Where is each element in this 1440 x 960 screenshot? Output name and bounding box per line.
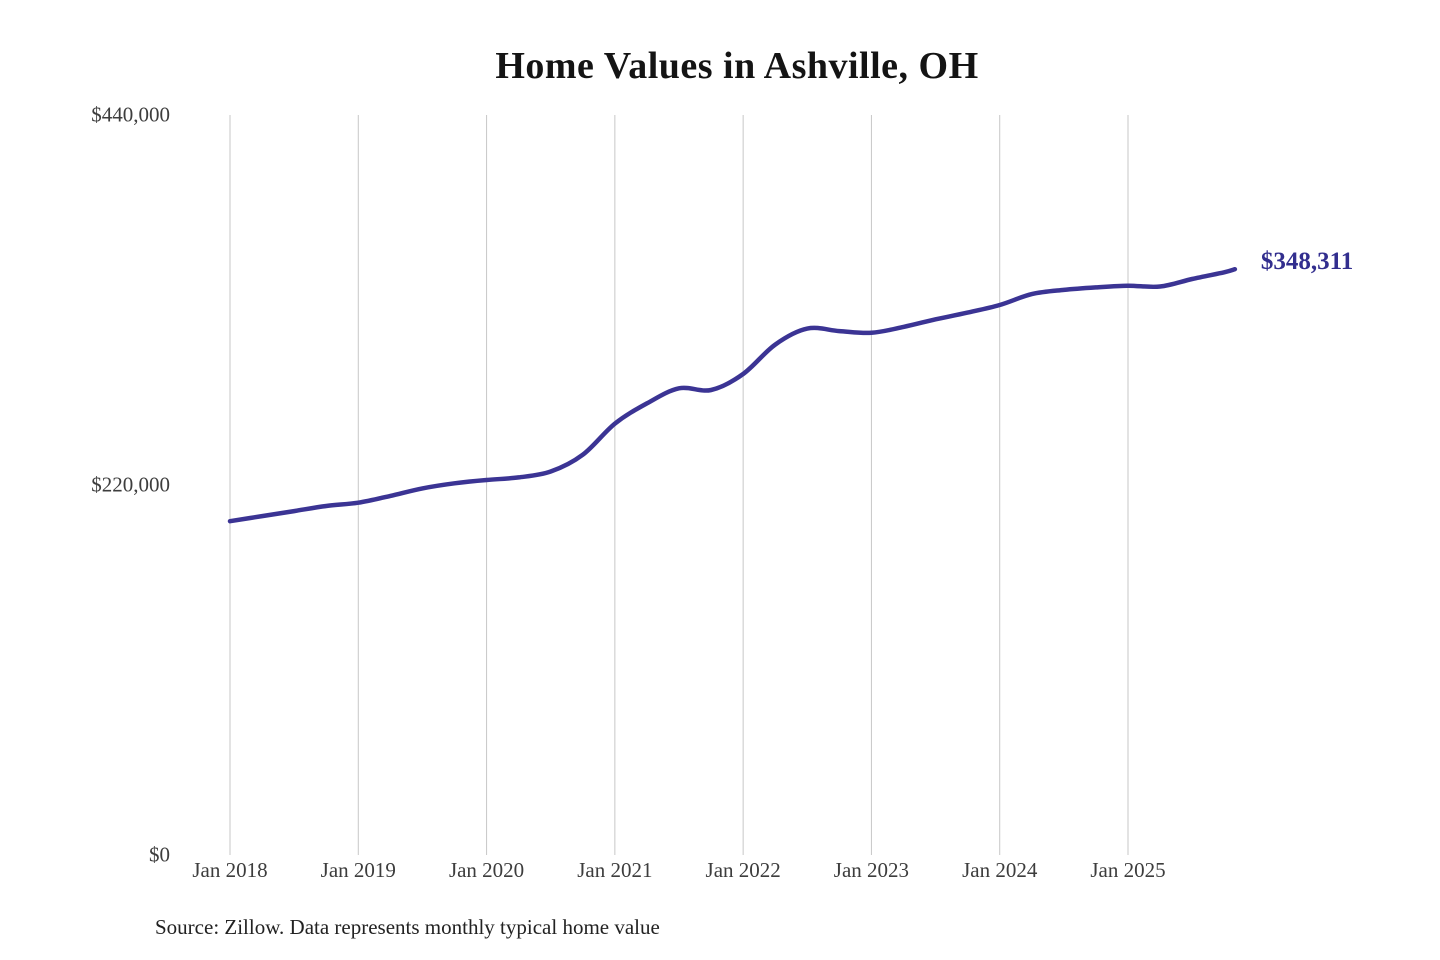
x-axis-tick-label: Jan 2019 [320, 858, 396, 882]
y-axis-tick-label: $220,000 [91, 472, 170, 497]
x-axis-tick-label: Jan 2021 [577, 858, 653, 882]
latest-value-label: $348,311 [1260, 248, 1354, 276]
chart-title: Home Values in Ashville, OH [495, 45, 979, 87]
y-axis-tick-label: $0 [149, 842, 170, 867]
home-value-line [227, 266, 1238, 524]
x-axis-tick-label: Jan 2020 [448, 858, 525, 882]
x-axis-tick-label: Jan 2018 [192, 858, 268, 882]
x-axis-tick-label: Jan 2023 [833, 858, 910, 882]
x-axis-tick-label: Jan 2022 [705, 858, 781, 882]
x-axis-tick-label: Jan 2024 [962, 858, 1038, 882]
y-axis-tick-label: $440,000 [91, 102, 170, 127]
x-axis-tick-label: Jan 2025 [1090, 858, 1166, 882]
source-note: Source: Zillow. Data represents monthly … [155, 915, 660, 939]
